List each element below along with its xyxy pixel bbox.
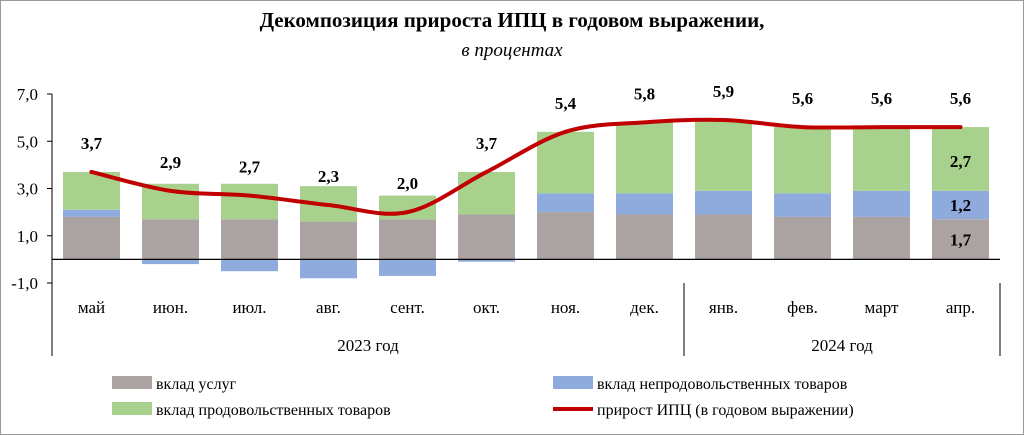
bar-services (695, 214, 752, 260)
chart-title: Декомпозиция прироста ИПЦ в годовом выра… (259, 8, 765, 32)
bar-food (221, 183, 278, 220)
y-tick-label: 5,0 (17, 132, 38, 151)
cpi-data-label: 3,7 (81, 134, 103, 153)
bar-nonfood (379, 259, 436, 276)
cpi-data-label: 5,6 (792, 89, 813, 108)
x-tick-label: март (865, 298, 899, 317)
cpi-line (89, 117, 963, 216)
legend-label: вклад непродовольственных товаров (597, 376, 848, 393)
cpi-data-label: 5,4 (555, 94, 577, 113)
bar-services (458, 214, 515, 260)
cpi-data-label: 5,8 (634, 84, 655, 103)
x-tick-label: июл. (232, 298, 266, 317)
cpi-data-label: 5,6 (950, 89, 971, 108)
services-data-label: 1,7 (950, 230, 972, 249)
bar-food (537, 131, 594, 194)
chart-subtitle: в процентах (461, 40, 563, 61)
legend-swatch (553, 376, 593, 389)
bar-nonfood (142, 259, 199, 265)
x-tick-label: фев. (787, 298, 818, 317)
cpi-data-label: 2,9 (160, 153, 181, 172)
x-tick-label: окт. (473, 298, 500, 317)
legend-label: прирост ИПЦ (в годовом выражении) (597, 402, 854, 419)
bar-food (932, 127, 989, 191)
bar-nonfood (774, 193, 831, 217)
bar-nonfood (537, 193, 594, 213)
bar-nonfood (458, 259, 515, 262)
y-tick-label: 7,0 (17, 85, 38, 104)
bar-food (695, 119, 752, 191)
bar-services (379, 219, 436, 260)
cpi-data-label: 2,0 (397, 174, 418, 193)
legend-label: вклад продовольственных товаров (156, 402, 391, 419)
x-tick-label: июн. (153, 298, 188, 317)
y-tick-label: -1,0 (11, 274, 38, 293)
bar-services (537, 212, 594, 260)
bar-services (853, 216, 910, 260)
legend-label: вклад услуг (156, 376, 237, 393)
bar-nonfood (300, 259, 357, 279)
x-tick-label: авг. (316, 298, 341, 317)
x-group-label: 2024 год (811, 336, 873, 355)
cpi-data-label: 3,7 (476, 134, 498, 153)
bar-nonfood (63, 209, 120, 217)
bar-food (853, 127, 910, 191)
cpi-data-label: 5,6 (871, 89, 892, 108)
bar-services (616, 214, 673, 260)
cpi-data-label: 2,3 (318, 167, 339, 186)
bar-nonfood (853, 190, 910, 217)
bar-nonfood (932, 190, 989, 220)
bar-food (616, 122, 673, 194)
bar-food (458, 171, 515, 215)
x-tick-label: сент. (390, 298, 425, 317)
bar-nonfood (221, 259, 278, 272)
legend-swatch (112, 402, 152, 415)
bar-services (932, 219, 989, 260)
bar-services (774, 216, 831, 260)
y-tick-label: 1,0 (17, 227, 38, 246)
x-tick-label: май (78, 298, 105, 317)
x-tick-label: янв. (709, 298, 738, 317)
bar-services (221, 219, 278, 260)
cpi-data-label: 2,7 (239, 158, 261, 177)
cpi-data-label: 5,9 (713, 82, 734, 101)
food-data-label: 2,7 (950, 152, 972, 171)
y-tick-label: 3,0 (17, 180, 38, 199)
nonfood-data-label: 1,2 (950, 196, 971, 215)
x-tick-label: ноя. (551, 298, 580, 317)
bar-nonfood (695, 190, 752, 215)
bar-services (63, 216, 120, 260)
x-tick-label: дек. (630, 298, 659, 317)
bar-nonfood (616, 193, 673, 215)
bar-services (142, 219, 199, 260)
bar-food (774, 127, 831, 194)
x-tick-label: апр. (946, 298, 975, 317)
bar-services (300, 221, 357, 260)
legend-swatch (112, 376, 152, 389)
x-group-label: 2023 год (337, 336, 399, 355)
